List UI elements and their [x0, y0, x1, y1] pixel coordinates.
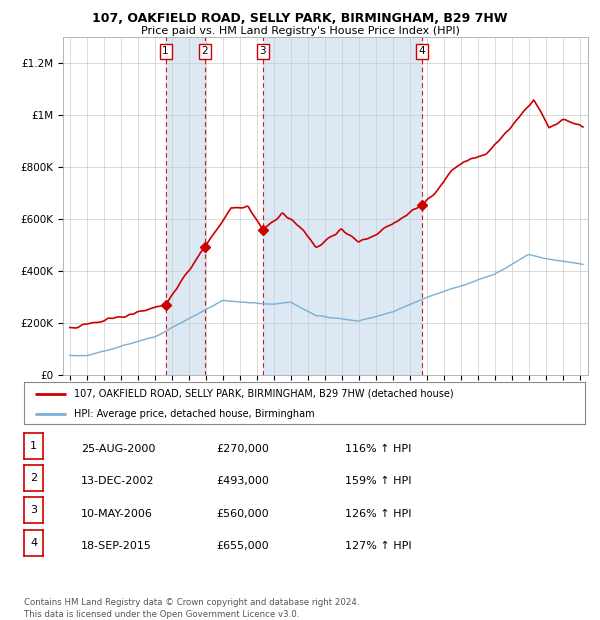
Bar — [263, 37, 422, 375]
Text: 10-MAY-2006: 10-MAY-2006 — [81, 508, 153, 518]
Text: 4: 4 — [30, 538, 37, 547]
Text: 4: 4 — [419, 46, 425, 56]
Text: £493,000: £493,000 — [216, 476, 269, 486]
Bar — [166, 37, 205, 375]
Text: 107, OAKFIELD ROAD, SELLY PARK, BIRMINGHAM, B29 7HW (detached house): 107, OAKFIELD ROAD, SELLY PARK, BIRMINGH… — [74, 389, 454, 399]
Text: 2: 2 — [30, 473, 37, 483]
Text: 25-AUG-2000: 25-AUG-2000 — [81, 444, 155, 454]
Text: 127% ↑ HPI: 127% ↑ HPI — [345, 541, 412, 551]
Text: Contains HM Land Registry data © Crown copyright and database right 2024.
This d: Contains HM Land Registry data © Crown c… — [24, 598, 359, 619]
Text: 2: 2 — [202, 46, 208, 56]
Text: 13-DEC-2002: 13-DEC-2002 — [81, 476, 155, 486]
Text: 126% ↑ HPI: 126% ↑ HPI — [345, 508, 412, 518]
Text: £270,000: £270,000 — [216, 444, 269, 454]
Text: 1: 1 — [30, 441, 37, 451]
Text: 1: 1 — [163, 46, 169, 56]
Text: 18-SEP-2015: 18-SEP-2015 — [81, 541, 152, 551]
Text: £560,000: £560,000 — [216, 508, 269, 518]
Text: 159% ↑ HPI: 159% ↑ HPI — [345, 476, 412, 486]
Text: Price paid vs. HM Land Registry's House Price Index (HPI): Price paid vs. HM Land Registry's House … — [140, 26, 460, 36]
Text: 3: 3 — [259, 46, 266, 56]
Text: HPI: Average price, detached house, Birmingham: HPI: Average price, detached house, Birm… — [74, 409, 315, 419]
Text: 3: 3 — [30, 505, 37, 515]
Text: 107, OAKFIELD ROAD, SELLY PARK, BIRMINGHAM, B29 7HW: 107, OAKFIELD ROAD, SELLY PARK, BIRMINGH… — [92, 12, 508, 25]
Text: £655,000: £655,000 — [216, 541, 269, 551]
Text: 116% ↑ HPI: 116% ↑ HPI — [345, 444, 412, 454]
